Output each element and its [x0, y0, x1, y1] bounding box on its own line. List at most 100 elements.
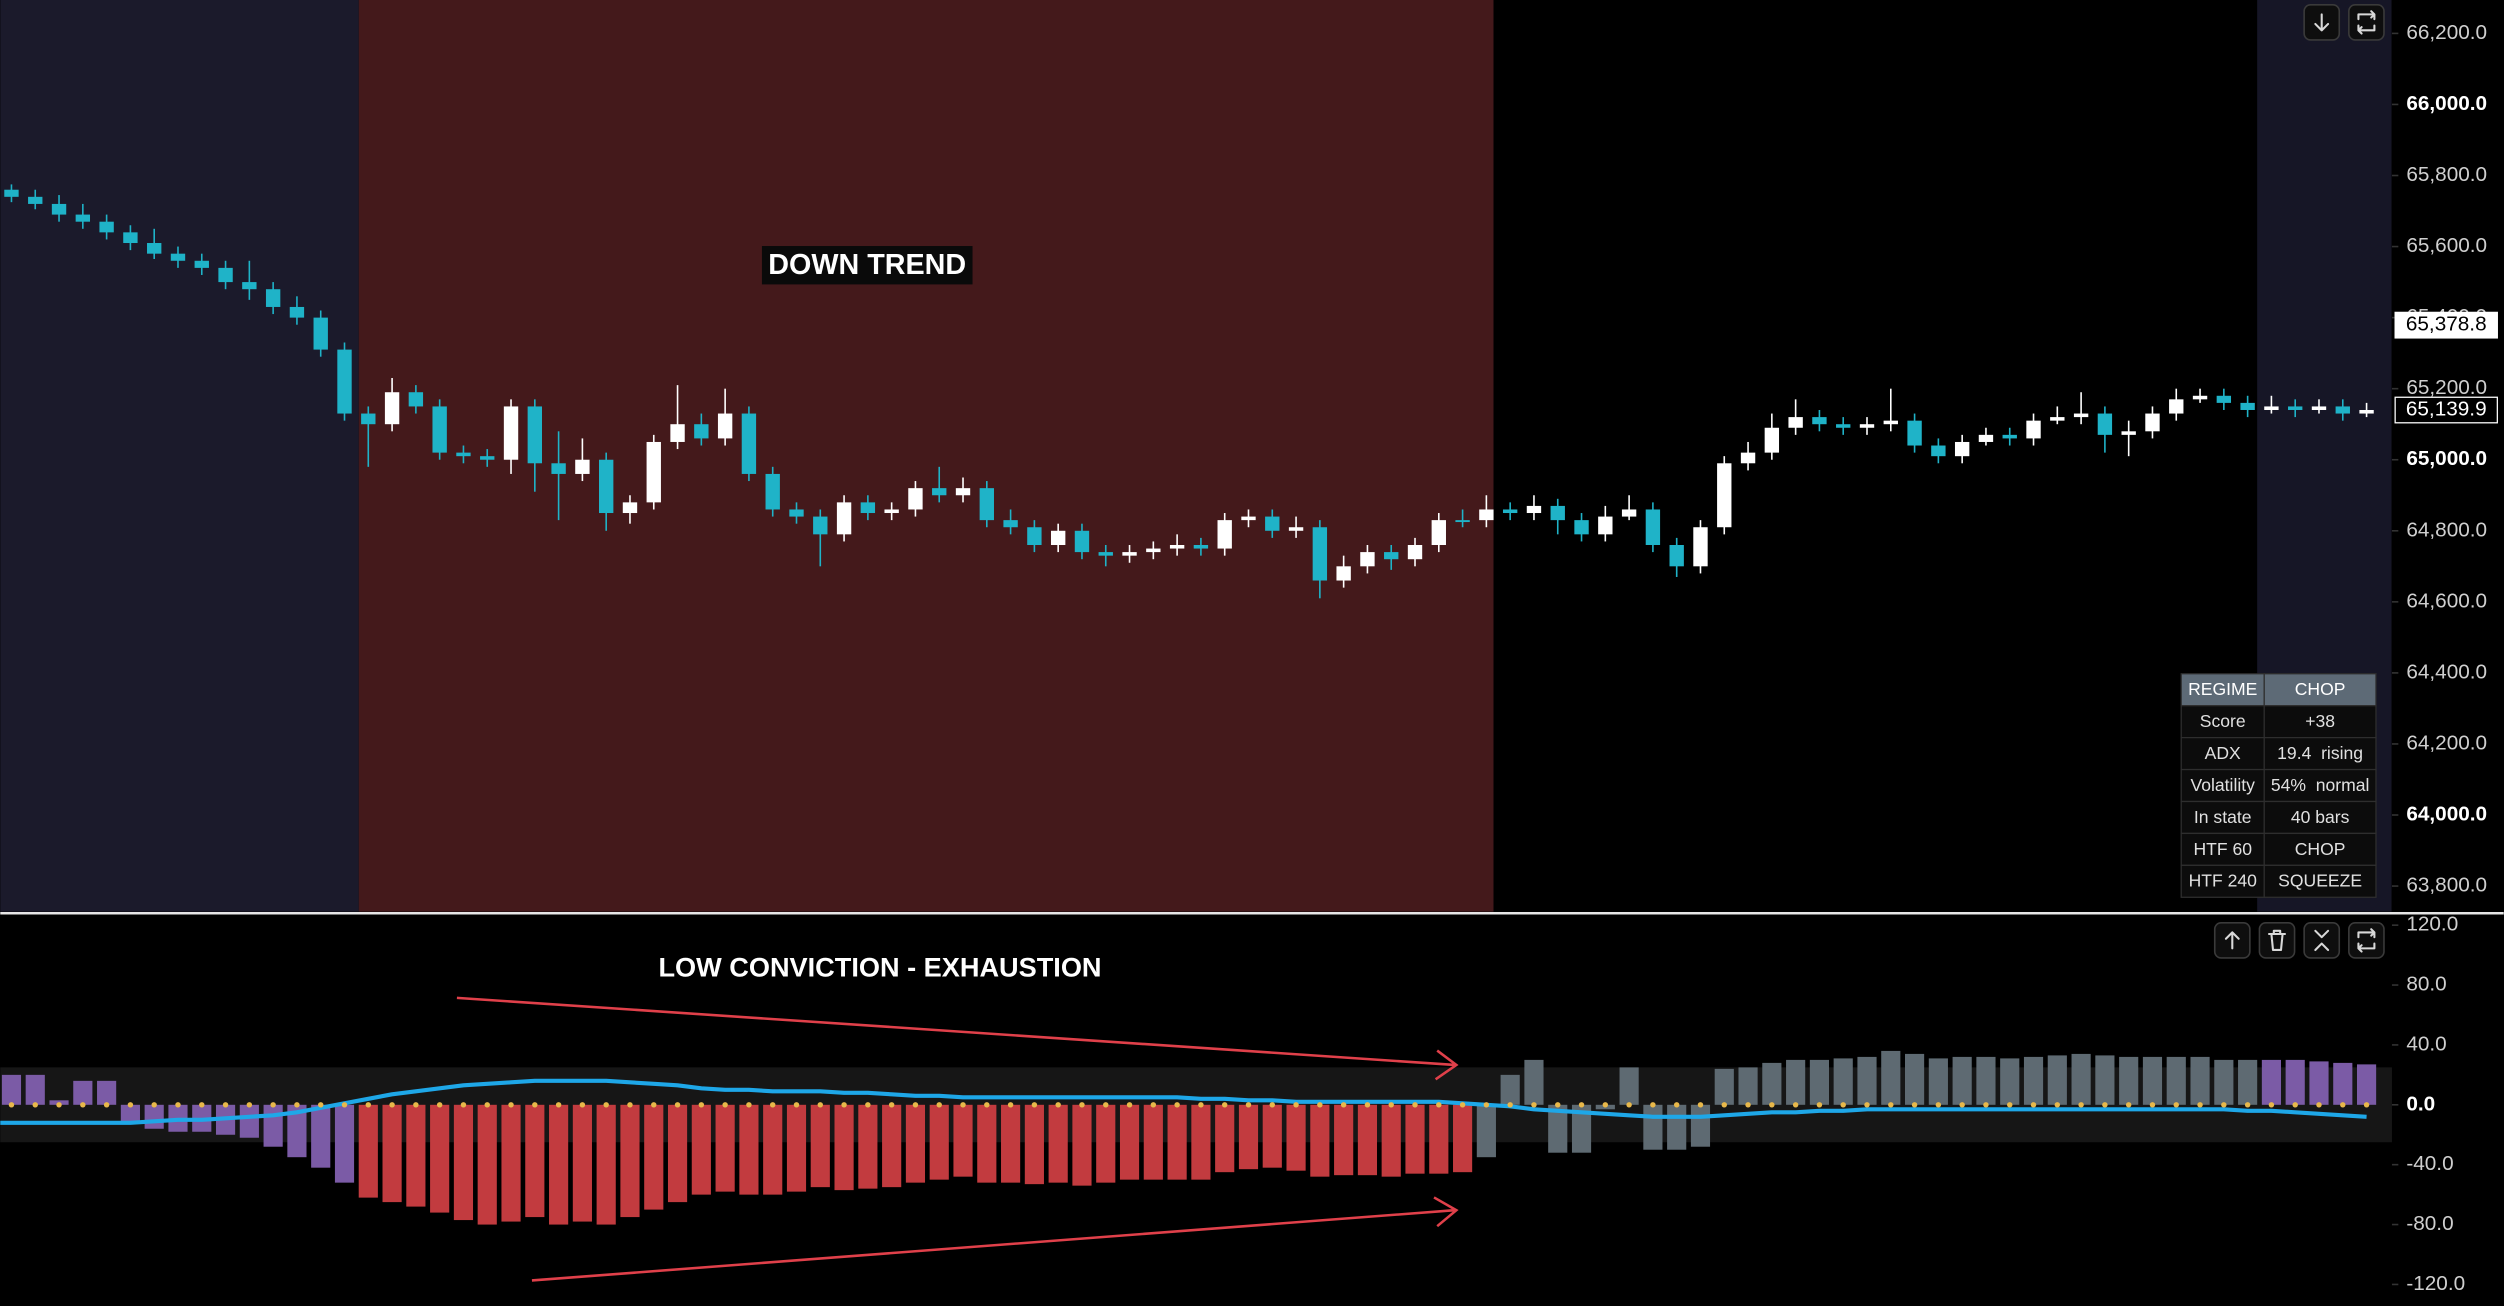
zero-dot — [56, 1102, 62, 1108]
y-tick-label: 64,200.0 — [2406, 731, 2487, 754]
y-tick-label: 64,600.0 — [2406, 589, 2487, 612]
zero-dot — [222, 1102, 229, 1108]
candle-body — [1003, 520, 1018, 528]
candle-body — [2145, 413, 2160, 432]
y-tick-label: -120.0 — [2406, 1272, 2465, 1295]
candle-body — [527, 406, 543, 464]
marks-layer — [0, 184, 2377, 1225]
histogram-bar — [1833, 1058, 1853, 1105]
zero-dot — [912, 1102, 919, 1108]
table-text: REGIME — [2188, 679, 2257, 699]
y-tick-label: 80.0 — [2406, 973, 2446, 996]
delete-button[interactable] — [2258, 922, 2296, 959]
candle-body — [1621, 509, 1637, 517]
histogram-bar — [1191, 1104, 1211, 1180]
histogram-bar — [1024, 1104, 1044, 1185]
histogram-bar — [1048, 1104, 1068, 1183]
histogram-bar — [1714, 1068, 1734, 1105]
histogram-bar — [739, 1104, 759, 1195]
candle-body — [1598, 516, 1613, 535]
arrow-line — [531, 1208, 1455, 1282]
histogram-bar — [1905, 1053, 1925, 1105]
table-text: 54% normal — [2271, 775, 2370, 795]
candle-body — [2169, 399, 2184, 414]
candle-body — [1146, 548, 1161, 553]
zero-dot — [1198, 1102, 1204, 1108]
histogram-bar — [1881, 1050, 1901, 1105]
histogram-bar — [525, 1104, 545, 1218]
candle-body — [337, 349, 352, 414]
reset-pane-button[interactable] — [2348, 922, 2385, 959]
histogram-bar — [1928, 1058, 1948, 1105]
candle-body — [503, 406, 519, 460]
table-cell — [2180, 864, 2265, 898]
candle-body — [2216, 395, 2232, 403]
zero-dot — [2030, 1102, 2037, 1108]
candle-body — [1265, 516, 1280, 531]
histogram-bar — [1215, 1104, 1235, 1173]
candle-body — [170, 253, 186, 261]
y-tick-label: 0.0 — [2406, 1092, 2435, 1115]
candle-body — [218, 267, 233, 283]
collapse-button[interactable] — [2303, 922, 2341, 959]
histogram-bar — [834, 1104, 854, 1191]
histogram-bar — [2119, 1056, 2139, 1105]
candle-body — [1027, 527, 1042, 545]
candle-body — [884, 509, 899, 514]
zero-dot — [2221, 1102, 2227, 1108]
zero-dot — [1792, 1102, 1799, 1108]
reset-button[interactable] — [2348, 3, 2385, 41]
y-tick-label: 63,800.0 — [2406, 874, 2487, 897]
zero-dot — [1626, 1102, 1632, 1108]
zero-dot — [1150, 1102, 1157, 1108]
histogram-bar — [667, 1104, 688, 1203]
histogram-bar — [1429, 1104, 1449, 1174]
zero-dot — [1697, 1102, 1704, 1108]
zero-dot — [984, 1102, 990, 1108]
histogram-bar — [334, 1104, 355, 1183]
candle-body — [836, 502, 852, 535]
zero-dot — [1388, 1102, 1394, 1108]
zero-dot — [1983, 1102, 1989, 1108]
candle-body — [694, 424, 709, 439]
candle-body — [2073, 413, 2089, 418]
candle-body — [147, 243, 162, 254]
zero-dot — [1721, 1102, 1727, 1108]
candle-body — [123, 232, 138, 244]
candle-body — [75, 214, 91, 222]
regime-annotation: DOWN TREND — [768, 249, 966, 281]
histogram-bar — [263, 1104, 283, 1147]
histogram-bar — [549, 1104, 569, 1225]
zero-dot — [1436, 1102, 1442, 1108]
candle-body — [1098, 552, 1113, 556]
histogram-bar — [763, 1104, 783, 1195]
zero-dot — [841, 1102, 847, 1108]
move-up-button[interactable] — [2213, 922, 2251, 959]
zero-dot — [270, 1102, 276, 1108]
price-marker — [2394, 311, 2498, 339]
candle-body — [384, 392, 400, 425]
arrow-line — [456, 996, 1455, 1067]
table-text: +38 — [2305, 711, 2335, 731]
zero-dot — [151, 1102, 157, 1108]
histogram-bar — [1334, 1104, 1354, 1176]
y-tick-label: 65,000.0 — [2406, 447, 2487, 470]
scroll-down-button[interactable] — [2303, 3, 2341, 41]
zero-dot — [294, 1102, 300, 1108]
candle-body — [646, 441, 661, 503]
candle-body — [194, 260, 209, 268]
text-layer: 63,800.0 64,000.0 64,200.0 64,400.0 64,600.0… — [658, 21, 2498, 1295]
zero-dot — [769, 1102, 776, 1108]
candle-body — [28, 196, 43, 204]
candle-body — [242, 282, 257, 290]
histogram-bar — [810, 1104, 830, 1188]
regime-regions — [0, 0, 2392, 912]
zero-dot — [1507, 1102, 1513, 1108]
histogram-bar — [1262, 1104, 1282, 1168]
candle-body — [1859, 424, 1875, 428]
candle-body — [51, 203, 67, 215]
candle-body — [456, 452, 471, 457]
zero-dot — [2102, 1102, 2108, 1108]
